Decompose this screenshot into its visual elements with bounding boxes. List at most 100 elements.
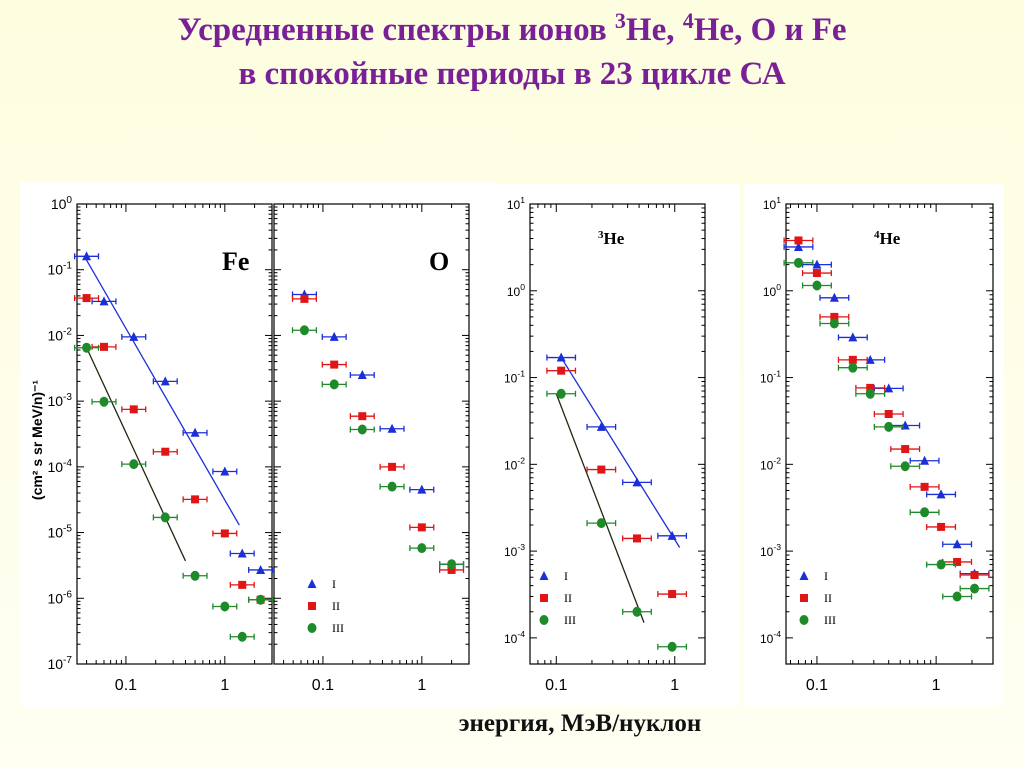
legend-label-III: III: [824, 613, 836, 627]
marker-triangle: [848, 332, 858, 342]
marker-circle: [256, 594, 266, 605]
panel-label: O: [429, 247, 449, 276]
marker-square: [557, 366, 566, 375]
marker-square: [191, 495, 200, 504]
y-tick-label: 10-3: [504, 542, 525, 559]
marker-triangle: [256, 564, 266, 574]
title-line-1: Усредненные спектры ионов 3He, 4He, O и …: [0, 8, 1024, 52]
x-tick-label: 1: [417, 677, 426, 694]
marker-square: [82, 294, 91, 303]
marker-triangle: [539, 571, 549, 580]
x-tick-label: 0.1: [806, 677, 828, 694]
marker-circle: [596, 518, 606, 529]
y-tick-label: 10-3: [47, 392, 72, 409]
marker-circle: [936, 559, 946, 570]
plot-frame: [785, 203, 994, 665]
marker-circle: [632, 606, 642, 617]
marker-square: [308, 602, 316, 610]
marker-square: [901, 445, 910, 454]
marker-triangle: [129, 331, 139, 341]
marker-square: [970, 571, 979, 580]
legend-label-I: I: [332, 577, 336, 591]
marker-square: [388, 462, 397, 471]
marker-square: [220, 529, 229, 538]
marker-square: [99, 342, 108, 351]
marker-triangle: [667, 530, 677, 540]
marker-circle: [299, 325, 309, 336]
marker-triangle: [357, 369, 367, 379]
marker-circle: [220, 601, 230, 612]
marker-triangle: [220, 466, 230, 476]
plot-frame: [76, 203, 273, 665]
marker-triangle: [952, 539, 962, 549]
marker-circle: [307, 623, 317, 633]
plot-frame: [273, 203, 470, 665]
marker-square: [540, 594, 548, 602]
series-III: [546, 388, 688, 652]
fit-line-III: [555, 393, 645, 623]
series-II: [74, 294, 274, 604]
marker-triangle: [82, 251, 92, 261]
panel-bg-he3: [496, 184, 740, 706]
marker-circle: [667, 641, 677, 652]
y-tick-label: 10-4: [760, 629, 781, 646]
marker-circle: [447, 559, 457, 570]
marker-circle: [848, 362, 858, 373]
marker-circle: [99, 396, 109, 407]
marker-triangle: [237, 548, 247, 558]
marker-circle: [237, 631, 247, 642]
series-III: [291, 325, 465, 570]
y-tick-label: 10-6: [47, 589, 72, 606]
marker-circle: [417, 543, 427, 554]
marker-circle: [884, 421, 894, 432]
marker-triangle: [793, 241, 803, 251]
y-tick-label: 101: [763, 195, 781, 212]
series-II: [783, 236, 990, 580]
title-sup-3: 3: [614, 8, 626, 33]
marker-square: [417, 523, 426, 532]
marker-circle: [799, 615, 809, 625]
title-text-b: He,: [625, 12, 683, 48]
marker-circle: [900, 461, 910, 472]
series-II: [546, 366, 688, 599]
fit-line-I: [560, 357, 681, 548]
marker-square: [161, 447, 170, 456]
legend-label-II: II: [564, 591, 572, 605]
y-tick-label: 10-1: [760, 369, 781, 386]
marker-circle: [793, 257, 803, 268]
marker-square: [597, 465, 606, 474]
marker-square: [920, 482, 929, 491]
marker-square: [953, 557, 962, 566]
series-III: [74, 342, 274, 642]
marker-circle: [129, 459, 139, 470]
marker-square: [358, 412, 367, 421]
series-III: [783, 257, 990, 602]
y-tick-label: 10-2: [47, 326, 72, 343]
legend-label-III: III: [332, 621, 344, 635]
marker-triangle: [884, 383, 894, 393]
marker-triangle: [632, 477, 642, 487]
panel-label: 3He: [598, 229, 625, 248]
legend-label-II: II: [824, 591, 832, 605]
marker-triangle: [829, 292, 839, 302]
marker-triangle: [190, 427, 200, 437]
marker-circle: [812, 280, 822, 291]
marker-square: [794, 236, 803, 245]
y-tick-label: 10-2: [504, 455, 525, 472]
series-II: [291, 294, 465, 574]
x-axis-caption: энергия, МэВ/нуклон: [458, 710, 702, 737]
x-tick-label: 0.1: [545, 677, 567, 694]
marker-circle: [387, 481, 397, 492]
marker-triangle: [936, 489, 946, 499]
marker-circle: [952, 591, 962, 602]
marker-square: [632, 534, 641, 543]
panel-label: Fe: [222, 247, 249, 276]
marker-triangle: [556, 352, 566, 362]
marker-circle: [970, 583, 980, 594]
marker-square: [300, 294, 309, 303]
